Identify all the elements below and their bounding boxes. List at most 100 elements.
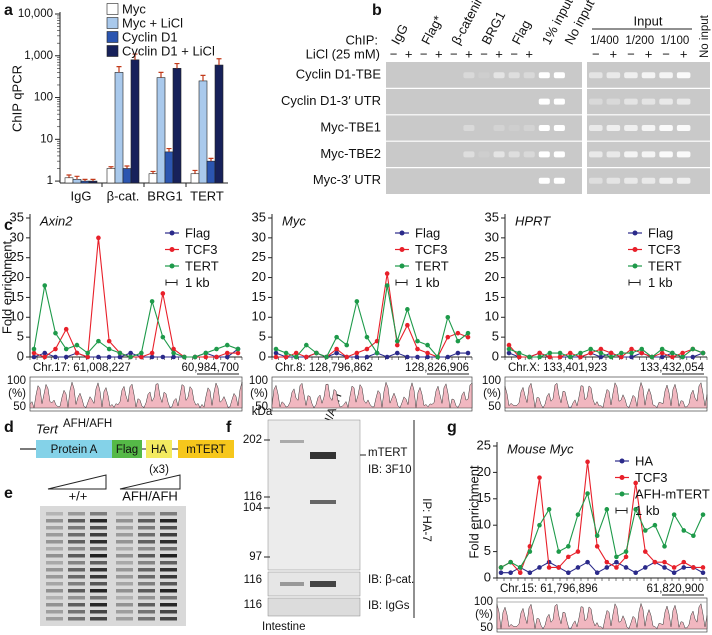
gel-band [68, 596, 85, 600]
point [171, 346, 176, 352]
bar [148, 173, 158, 184]
point [598, 354, 604, 360]
error-bar [108, 166, 114, 169]
x-tick-label: IgG [71, 188, 92, 203]
point [557, 350, 563, 356]
y-tick-label: 100 [34, 92, 53, 104]
gel-band [46, 589, 63, 593]
gel-band [116, 540, 133, 544]
point [192, 354, 198, 360]
y-tick-label: 20 [10, 269, 24, 284]
panel-label: b [372, 2, 382, 19]
point [465, 334, 471, 340]
legend-swatch [106, 3, 119, 15]
legend-dot [169, 263, 175, 269]
point [334, 350, 339, 356]
scale-bar [395, 279, 408, 286]
sign-label: + [405, 46, 413, 61]
y-tick-label: 20 [485, 269, 499, 284]
point [652, 559, 658, 565]
scale-label: 1 kb [635, 503, 660, 518]
band [553, 125, 565, 131]
gel-band [138, 596, 155, 600]
lane-label: 1/400 [590, 35, 619, 47]
track-tick-label: 50 [13, 401, 26, 413]
row-label: Cyclin D1-3′ UTR [281, 93, 381, 108]
gel-band [90, 533, 107, 537]
point [527, 570, 533, 576]
chart-title: Mouse Myc [507, 441, 574, 456]
y-tick-label: 15 [10, 289, 24, 304]
bar [198, 80, 208, 184]
point [182, 354, 187, 360]
point [537, 354, 542, 360]
legend-dot [169, 247, 175, 252]
point [106, 338, 112, 344]
point [273, 350, 279, 356]
y-tick-label: 35 [10, 209, 24, 224]
band [624, 72, 638, 79]
sign-label: − [390, 46, 398, 61]
legend-dot [399, 263, 405, 269]
lane-label: +/+ [69, 488, 88, 503]
gel-band [160, 533, 177, 537]
point [639, 350, 645, 356]
band [659, 72, 673, 79]
panel-label: c [4, 217, 13, 234]
box-label: Flag [116, 444, 138, 456]
point [445, 314, 451, 320]
repeat-label: (x3) [149, 464, 169, 476]
point [691, 533, 696, 539]
sign-label: + [525, 46, 533, 61]
band [538, 177, 550, 184]
legend-swatch [106, 31, 119, 43]
gel-band [138, 547, 155, 551]
point [633, 480, 638, 486]
point [405, 307, 410, 312]
bar [214, 64, 224, 184]
box-label: Protein A [51, 444, 98, 456]
lane-label: 1/200 [625, 35, 654, 47]
gel-band [90, 512, 107, 516]
point [354, 354, 360, 360]
bar [72, 179, 82, 184]
band [553, 151, 565, 158]
series-line [500, 461, 703, 574]
point [585, 459, 590, 465]
point [681, 565, 687, 570]
legend-label: TERT [185, 258, 219, 273]
track-unit: (%) [483, 388, 501, 400]
gel-band [138, 526, 155, 530]
panel-label: d [4, 419, 14, 436]
band [553, 72, 565, 79]
row-label: Myc-TBE2 [320, 146, 381, 161]
band [493, 151, 505, 158]
band [463, 125, 475, 131]
sign-label: + [495, 46, 503, 61]
y-tick-label: 0 [17, 348, 24, 363]
gel-band [46, 512, 63, 516]
track-unit: (%) [250, 388, 268, 400]
gel-band [116, 533, 133, 537]
y-tick-label: 10 [252, 309, 266, 324]
y-tick-label: 5 [484, 543, 491, 558]
y-tick-label: 0 [259, 348, 266, 363]
gel-band [160, 554, 177, 558]
point [588, 350, 593, 356]
gel-band [116, 582, 133, 586]
band [659, 151, 673, 158]
row-label: Myc-3′ UTR [313, 172, 381, 187]
point [394, 350, 400, 356]
gel-band [90, 540, 107, 544]
gel-band [46, 519, 63, 523]
point [63, 346, 69, 352]
band-label: mTERT [368, 447, 407, 459]
point [415, 354, 420, 360]
point [598, 350, 604, 356]
marker-label: 104 [243, 502, 263, 514]
point [614, 559, 619, 565]
gel-band [138, 603, 155, 607]
point [629, 346, 634, 352]
gel-band [116, 547, 133, 551]
